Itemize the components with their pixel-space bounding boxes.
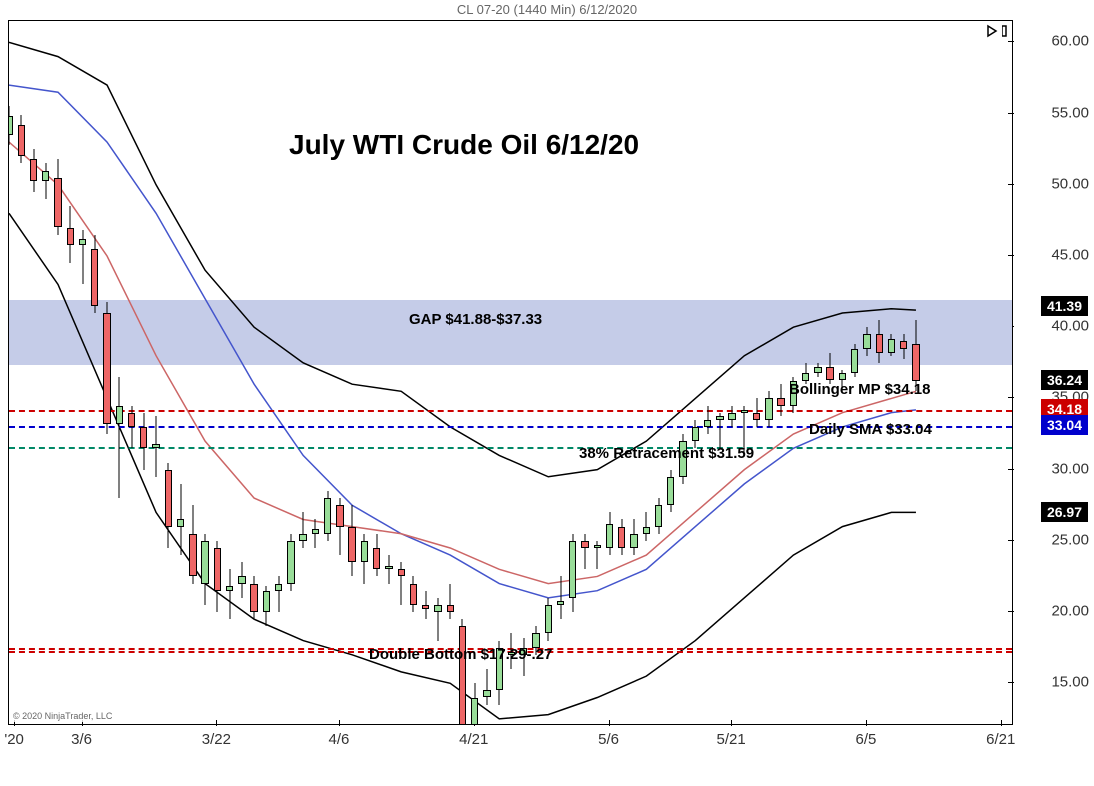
candlestick (336, 498, 343, 555)
candlestick (581, 534, 588, 570)
chart-title: July WTI Crude Oil 6/12/20 (289, 129, 639, 161)
candlestick (18, 115, 25, 163)
candlestick (201, 534, 208, 605)
candlestick (471, 683, 478, 725)
x-axis-label: 5/6 (598, 731, 619, 748)
candlestick (434, 598, 441, 641)
x-axis-label: 6/5 (855, 731, 876, 748)
x-axis-label: 5/21 (717, 731, 746, 748)
price-tag: 26.97 (1041, 502, 1088, 522)
candlestick (152, 416, 159, 477)
candlestick (385, 555, 392, 583)
candlestick (140, 413, 147, 470)
candlestick (177, 484, 184, 555)
chart-annotation: Daily SMA $33.04 (809, 421, 932, 438)
candlestick (594, 541, 601, 569)
candlestick (287, 534, 294, 591)
candlestick (128, 406, 135, 449)
candlestick (459, 619, 466, 725)
x-axis-label: '20 (4, 731, 24, 748)
chart-annotation: Bollinger MP $34.18 (789, 381, 930, 398)
candlestick (312, 519, 319, 547)
plot-area[interactable]: © 2020 NinjaTrader, LLC July WTI Crude O… (8, 20, 1013, 725)
candlestick (655, 498, 662, 534)
candlestick (54, 159, 61, 234)
candlestick (299, 512, 306, 548)
candlestick (91, 235, 98, 313)
candlestick (103, 302, 110, 434)
candlestick (643, 512, 650, 540)
candlestick (557, 576, 564, 619)
candlestick (30, 149, 37, 192)
candlestick (900, 334, 907, 358)
chart-header: CL 07-20 (1440 Min) 6/12/2020 (457, 2, 637, 17)
candlestick (116, 377, 123, 498)
chart-container: CL 07-20 (1440 Min) 6/12/2020 © 2020 Nin… (0, 0, 1094, 786)
y-axis-label: 45.00 (1051, 247, 1089, 264)
y-axis-label: 30.00 (1051, 460, 1089, 477)
price-tag: 36.24 (1041, 370, 1088, 390)
candlestick (483, 669, 490, 705)
candlestick (8, 106, 13, 144)
x-axis-label: 4/21 (459, 731, 488, 748)
candlestick (630, 519, 637, 555)
candlestick (814, 363, 821, 377)
y-axis-label: 25.00 (1051, 531, 1089, 548)
y-axis-label: 15.00 (1051, 674, 1089, 691)
chart-annotation: Double Bottom $17.29-.27 (369, 646, 552, 663)
price-tag: 33.04 (1041, 415, 1088, 435)
candlestick (667, 470, 674, 513)
candlestick (618, 519, 625, 555)
candlestick (275, 576, 282, 612)
candlestick (361, 534, 368, 584)
y-axis-label: 20.00 (1051, 603, 1089, 620)
y-axis-label: 55.00 (1051, 104, 1089, 121)
candlestick (263, 586, 270, 626)
candlestick (863, 327, 870, 355)
candlestick (226, 569, 233, 619)
candlestick (422, 591, 429, 619)
candlestick (410, 576, 417, 612)
candlestick (545, 598, 552, 641)
candlestick (67, 206, 74, 263)
candlestick (704, 406, 711, 434)
candlestick (569, 534, 576, 612)
candlestick (250, 576, 257, 619)
horizontal-line (9, 410, 1012, 412)
candlestick (826, 353, 833, 384)
y-axis-label: 60.00 (1051, 33, 1089, 50)
y-axis-label: 40.00 (1051, 318, 1089, 335)
copyright: © 2020 NinjaTrader, LLC (11, 710, 114, 722)
candlestick (447, 584, 454, 620)
price-tag: 41.39 (1041, 296, 1088, 316)
candlestick (324, 491, 331, 541)
candlestick (238, 562, 245, 598)
candlestick (753, 398, 760, 426)
candlestick (348, 505, 355, 576)
x-axis-label: 3/22 (202, 731, 231, 748)
candlestick (373, 534, 380, 577)
candlestick (876, 320, 883, 363)
nav-forward-icon[interactable] (986, 24, 1008, 38)
chart-annotation: 38% Retracement $31.59 (579, 445, 754, 462)
candlestick (214, 541, 221, 612)
candlestick (165, 463, 172, 548)
candlestick (888, 334, 895, 355)
candlestick (79, 230, 86, 284)
candlestick (189, 505, 196, 583)
candlestick (716, 413, 723, 449)
candlestick (777, 384, 784, 415)
candlestick (42, 163, 49, 199)
candlestick (398, 562, 405, 605)
chart-annotation: GAP $41.88-$37.33 (409, 311, 542, 328)
x-axis-label: 4/6 (328, 731, 349, 748)
y-axis-label: 50.00 (1051, 175, 1089, 192)
x-axis-label: 3/6 (71, 731, 92, 748)
x-axis-label: 6/21 (986, 731, 1015, 748)
candlestick (606, 512, 613, 555)
candlestick (765, 391, 772, 427)
indicator-lines (9, 21, 1013, 725)
candlestick (851, 344, 858, 377)
candlestick (728, 406, 735, 427)
